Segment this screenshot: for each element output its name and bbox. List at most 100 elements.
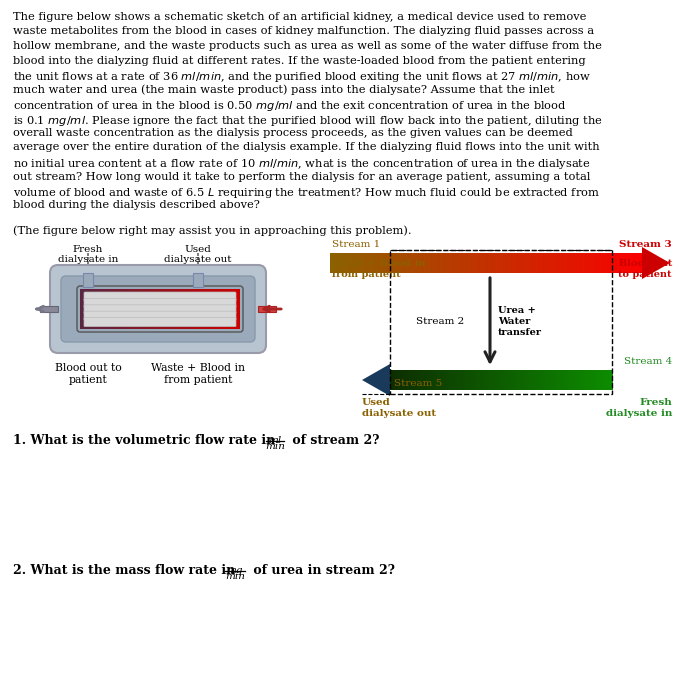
Bar bbox=[122, 289, 124, 329]
Bar bbox=[626, 253, 628, 273]
Bar bbox=[510, 370, 512, 390]
Bar bbox=[547, 370, 549, 390]
Bar bbox=[594, 370, 596, 390]
Bar bbox=[621, 253, 624, 273]
Bar bbox=[343, 253, 345, 273]
Bar bbox=[409, 253, 412, 273]
Bar bbox=[94, 289, 96, 329]
Text: Waste + Blood in
from patient: Waste + Blood in from patient bbox=[151, 363, 245, 384]
Bar bbox=[550, 253, 553, 273]
Bar bbox=[154, 289, 156, 329]
Bar bbox=[611, 253, 613, 273]
Bar bbox=[554, 370, 556, 390]
Bar bbox=[600, 370, 602, 390]
Bar bbox=[124, 289, 126, 329]
Bar bbox=[542, 370, 544, 390]
Text: Stream 4: Stream 4 bbox=[624, 357, 672, 366]
Bar bbox=[420, 370, 422, 390]
Bar bbox=[498, 370, 500, 390]
Bar bbox=[166, 289, 168, 329]
Bar bbox=[477, 370, 479, 390]
Bar bbox=[562, 370, 564, 390]
Text: waste metabolites from the blood in cases of kidney malfunction. The dialyzing f: waste metabolites from the blood in case… bbox=[13, 27, 594, 36]
Bar bbox=[475, 370, 477, 390]
Bar bbox=[527, 253, 530, 273]
Bar bbox=[586, 370, 588, 390]
Bar bbox=[436, 253, 439, 273]
Bar bbox=[632, 253, 634, 273]
Bar bbox=[611, 370, 613, 390]
Bar bbox=[535, 370, 537, 390]
Bar bbox=[498, 253, 501, 273]
Bar bbox=[483, 370, 485, 390]
Text: Used
dialysate out: Used dialysate out bbox=[362, 398, 436, 418]
Bar bbox=[596, 370, 598, 390]
Text: much water and urea (the main waste product) pass into the dialysate? Assume tha: much water and urea (the main waste prod… bbox=[13, 85, 554, 95]
Bar bbox=[506, 370, 508, 390]
Bar bbox=[566, 370, 568, 390]
Bar bbox=[393, 253, 395, 273]
Bar bbox=[433, 370, 435, 390]
Text: Stream 1: Stream 1 bbox=[332, 240, 380, 249]
Bar bbox=[110, 289, 112, 329]
Bar bbox=[182, 289, 184, 329]
Bar bbox=[638, 253, 640, 273]
Bar bbox=[546, 253, 549, 273]
Bar bbox=[424, 370, 426, 390]
Bar bbox=[458, 370, 460, 390]
Bar bbox=[413, 253, 416, 273]
Bar bbox=[391, 370, 393, 390]
FancyBboxPatch shape bbox=[50, 265, 266, 353]
Bar bbox=[192, 289, 194, 329]
Bar bbox=[452, 370, 454, 390]
Bar bbox=[236, 289, 238, 329]
Bar bbox=[334, 253, 336, 273]
Bar bbox=[188, 289, 190, 329]
Bar bbox=[556, 370, 558, 390]
Bar bbox=[142, 289, 144, 329]
FancyBboxPatch shape bbox=[84, 318, 236, 327]
Bar bbox=[164, 289, 166, 329]
Bar bbox=[565, 253, 567, 273]
Bar bbox=[544, 253, 547, 273]
Bar bbox=[521, 253, 524, 273]
Bar bbox=[552, 253, 555, 273]
Bar bbox=[432, 253, 435, 273]
Text: Fresh
dialysate in: Fresh dialysate in bbox=[58, 245, 118, 265]
FancyBboxPatch shape bbox=[84, 292, 236, 301]
Bar bbox=[98, 289, 100, 329]
Bar bbox=[509, 253, 511, 273]
Bar bbox=[430, 253, 433, 273]
Bar bbox=[492, 370, 494, 390]
Bar bbox=[194, 289, 196, 329]
Text: Urea +
Water
transfer: Urea + Water transfer bbox=[498, 306, 542, 337]
Bar bbox=[490, 253, 493, 273]
Bar bbox=[588, 253, 590, 273]
Bar bbox=[170, 289, 172, 329]
Bar bbox=[362, 253, 364, 273]
Bar bbox=[456, 370, 458, 390]
Bar bbox=[176, 289, 178, 329]
Bar bbox=[533, 370, 536, 390]
Bar bbox=[84, 289, 86, 329]
Bar bbox=[587, 370, 589, 390]
Bar bbox=[341, 253, 343, 273]
Bar bbox=[617, 253, 619, 273]
Bar bbox=[430, 370, 432, 390]
Bar bbox=[592, 253, 594, 273]
Bar bbox=[238, 289, 240, 329]
Bar bbox=[174, 289, 176, 329]
Bar bbox=[234, 289, 236, 329]
Text: Used
dialysate out: Used dialysate out bbox=[165, 245, 232, 265]
Bar bbox=[487, 370, 489, 390]
Bar bbox=[406, 370, 408, 390]
Bar bbox=[563, 370, 565, 390]
Text: of urea in stream 2?: of urea in stream 2? bbox=[249, 564, 395, 577]
Bar bbox=[90, 289, 92, 329]
Bar bbox=[357, 253, 359, 273]
Bar bbox=[471, 253, 474, 273]
Bar bbox=[184, 289, 186, 329]
Bar bbox=[501, 370, 503, 390]
Bar bbox=[403, 253, 406, 273]
Text: hollow membrane, and the waste products such as urea as well as some of the wate: hollow membrane, and the waste products … bbox=[13, 41, 602, 51]
